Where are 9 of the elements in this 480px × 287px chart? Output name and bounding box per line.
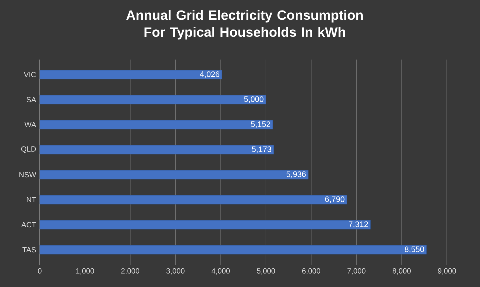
- bar: [40, 245, 428, 255]
- bar: [40, 145, 274, 155]
- bar: [40, 70, 222, 80]
- bar: [40, 170, 309, 180]
- bar: [40, 220, 372, 230]
- chart-title: Annual Grid Electricity Consumption For Typical Households In kWh: [126, 10, 363, 40]
- bar: [40, 95, 266, 105]
- bar: [40, 195, 348, 205]
- bar: [40, 120, 274, 130]
